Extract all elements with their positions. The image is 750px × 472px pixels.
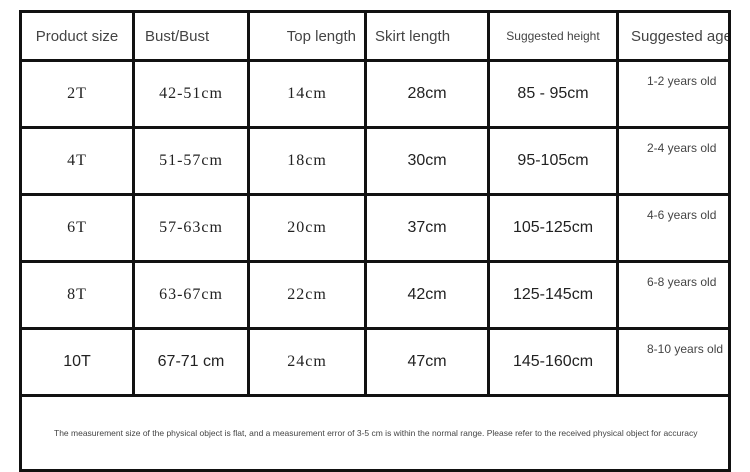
bust-cell: 67-71 cm bbox=[132, 327, 250, 397]
skirt-length-cell: 37cm bbox=[364, 193, 490, 263]
skirt-length-cell: 42cm bbox=[364, 260, 490, 330]
height-cell: 145-160cm bbox=[487, 327, 619, 397]
bust-cell: 42-51cm bbox=[132, 59, 250, 129]
height-cell: 85 - 95cm bbox=[487, 59, 619, 129]
bust-cell: 63-67cm bbox=[132, 260, 250, 330]
age-cell: 1-2 years old bbox=[616, 59, 731, 129]
table-row: 10T 67-71 cm 24cm 47cm 145-160cm 8-10 ye… bbox=[19, 327, 731, 397]
header-suggested-height: Suggested height bbox=[487, 10, 619, 62]
header-suggested-age: Suggested age bbox=[616, 10, 731, 62]
age-cell: 8-10 years old bbox=[616, 327, 731, 397]
header-top-length: Top length bbox=[247, 10, 367, 62]
size-cell: 10T bbox=[19, 327, 135, 397]
skirt-length-cell: 47cm bbox=[364, 327, 490, 397]
top-length-cell: 22cm bbox=[247, 260, 367, 330]
size-chart-table: Product size Bust/Bust Top length Skirt … bbox=[19, 10, 731, 472]
measurement-note: The measurement size of the physical obj… bbox=[19, 394, 731, 472]
age-cell: 4-6 years old bbox=[616, 193, 731, 263]
header-row: Product size Bust/Bust Top length Skirt … bbox=[19, 10, 731, 62]
age-cell: 2-4 years old bbox=[616, 126, 731, 196]
header-bust: Bust/Bust bbox=[132, 10, 250, 62]
top-length-cell: 14cm bbox=[247, 59, 367, 129]
table-row: 4T 51-57cm 18cm 30cm 95-105cm 2-4 years … bbox=[19, 126, 731, 196]
top-length-cell: 20cm bbox=[247, 193, 367, 263]
height-cell: 95-105cm bbox=[487, 126, 619, 196]
header-product-size: Product size bbox=[19, 10, 135, 62]
table-row: 2T 42-51cm 14cm 28cm 85 - 95cm 1-2 years… bbox=[19, 59, 731, 129]
size-cell: 4T bbox=[19, 126, 135, 196]
table-row: 8T 63-67cm 22cm 42cm 125-145cm 6-8 years… bbox=[19, 260, 731, 330]
table-row: 6T 57-63cm 20cm 37cm 105-125cm 4-6 years… bbox=[19, 193, 731, 263]
age-cell: 6-8 years old bbox=[616, 260, 731, 330]
size-cell: 8T bbox=[19, 260, 135, 330]
top-length-cell: 24cm bbox=[247, 327, 367, 397]
skirt-length-cell: 30cm bbox=[364, 126, 490, 196]
size-cell: 6T bbox=[19, 193, 135, 263]
skirt-length-cell: 28cm bbox=[364, 59, 490, 129]
note-row: The measurement size of the physical obj… bbox=[19, 394, 731, 472]
top-length-cell: 18cm bbox=[247, 126, 367, 196]
header-skirt-length: Skirt length bbox=[364, 10, 490, 62]
height-cell: 125-145cm bbox=[487, 260, 619, 330]
bust-cell: 51-57cm bbox=[132, 126, 250, 196]
height-cell: 105-125cm bbox=[487, 193, 619, 263]
size-cell: 2T bbox=[19, 59, 135, 129]
bust-cell: 57-63cm bbox=[132, 193, 250, 263]
